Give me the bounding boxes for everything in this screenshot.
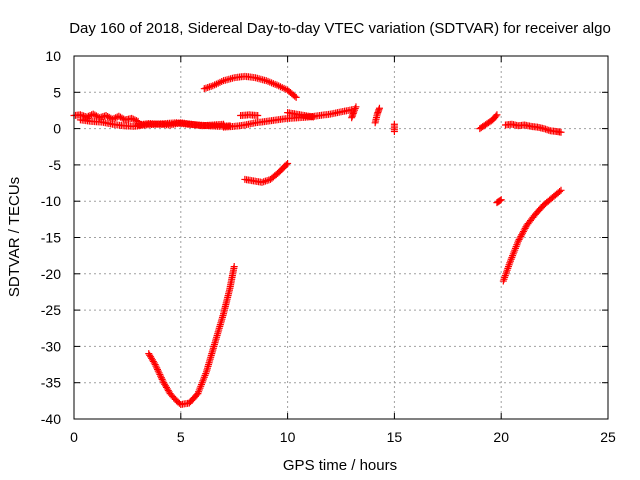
data-point-fill <box>152 362 160 370</box>
data-point <box>497 196 505 204</box>
data-point <box>254 112 262 120</box>
data-point <box>352 103 360 111</box>
data-point-fill <box>519 228 527 236</box>
data-point-fill <box>520 226 528 234</box>
data-point <box>350 108 358 116</box>
x-tick-label: 0 <box>70 429 78 445</box>
x-tick-label: 10 <box>280 429 296 445</box>
data-point-fill <box>556 188 564 196</box>
data-point <box>292 93 300 101</box>
series-track-10 <box>200 72 300 101</box>
data-point-fill <box>150 359 158 367</box>
data-point-fill <box>156 370 164 378</box>
data-point-fill <box>159 377 167 385</box>
x-tick-label: 20 <box>493 429 509 445</box>
y-tick-label: 5 <box>53 84 61 100</box>
data-point-fill <box>157 372 165 380</box>
data-point-fill <box>153 366 161 373</box>
y-tick-label: -35 <box>41 375 61 391</box>
chart-title: Day 160 of 2018, Sidereal Day-to-day VTE… <box>69 20 611 37</box>
data-marks <box>70 72 565 408</box>
series-track-9 <box>390 120 398 136</box>
grid-lines <box>74 56 608 419</box>
y-tick-label: -5 <box>49 157 62 173</box>
y-axis-label: SDTVAR / TECUs <box>6 177 23 297</box>
data-point <box>284 159 292 167</box>
data-point <box>514 237 522 245</box>
series-track-12 <box>145 263 238 408</box>
data-point-fill <box>157 374 165 382</box>
series-track-8 <box>371 104 383 127</box>
data-point-fill <box>175 399 183 407</box>
series-track-14 <box>493 196 505 207</box>
data-point-fill <box>351 105 359 113</box>
data-point <box>128 114 136 122</box>
y-tick-label: -25 <box>41 302 61 318</box>
data-point <box>151 361 159 369</box>
data-point <box>375 104 383 112</box>
data-point-fill <box>518 231 526 239</box>
series-track-5 <box>237 111 262 120</box>
data-point <box>557 186 565 194</box>
data-point <box>557 128 565 136</box>
data-point-fill <box>158 375 166 383</box>
data-point-fill <box>153 364 161 372</box>
series-track-7 <box>348 103 360 122</box>
x-tick-label: 25 <box>600 429 616 445</box>
data-point-fill <box>155 369 163 377</box>
data-point-fill <box>129 115 137 123</box>
y-tick-label: 0 <box>53 121 61 137</box>
series-track-3 <box>134 119 228 130</box>
axis-ticks: 0 5 10 15 20 25 -40 -35 -30 -25 -20 -15 -10 -5 0 5 10 <box>41 48 616 445</box>
data-point-fill <box>291 92 299 100</box>
y-tick-label: 10 <box>45 48 61 64</box>
data-point-fill <box>132 117 140 125</box>
data-point-fill <box>492 112 500 120</box>
data-point <box>390 120 398 128</box>
data-point-fill <box>521 224 529 232</box>
data-point-fill <box>118 114 126 122</box>
x-tick-label: 5 <box>177 429 185 445</box>
data-point <box>309 113 317 121</box>
series-track-6 <box>284 109 317 121</box>
y-tick-label: -40 <box>41 411 61 427</box>
x-tick-label: 15 <box>387 429 403 445</box>
series-track-15 <box>499 186 565 285</box>
y-tick-label: -20 <box>41 266 61 282</box>
series-track-1 <box>70 110 142 125</box>
x-axis-label: GPS time / hours <box>283 457 397 474</box>
data-point <box>230 263 238 271</box>
series-track-4 <box>220 106 356 131</box>
data-point-fill <box>351 106 359 114</box>
data-point-fill <box>496 196 504 204</box>
series-track-11 <box>241 159 292 186</box>
data-point-fill <box>110 114 118 122</box>
data-point-fill <box>154 367 162 375</box>
series-track-16 <box>501 120 565 136</box>
data-point-fill <box>517 232 525 240</box>
series-track-13 <box>476 111 501 133</box>
data-point-fill <box>282 161 290 169</box>
data-point-fill <box>84 112 92 120</box>
data-point-fill <box>131 116 139 124</box>
data-point-fill <box>519 229 527 237</box>
series-track-2 <box>76 116 234 130</box>
data-point-fill <box>516 234 524 242</box>
y-tick-label: -15 <box>41 230 61 246</box>
data-point-fill <box>515 236 523 244</box>
data-point <box>493 111 501 119</box>
y-tick-label: -10 <box>41 193 61 209</box>
y-tick-label: -30 <box>41 338 61 354</box>
